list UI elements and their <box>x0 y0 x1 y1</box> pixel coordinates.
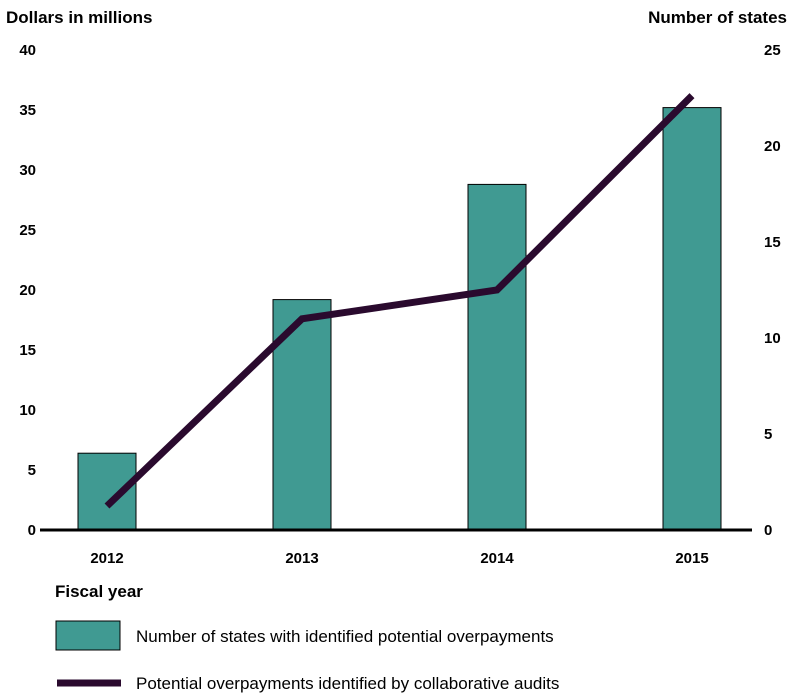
legend-bar-label: Number of states with identified potenti… <box>136 627 554 646</box>
left-tick-label: 10 <box>19 402 36 419</box>
left-tick-label: 5 <box>28 462 36 479</box>
left-axis-ticks: 0 5 10 15 20 25 30 35 40 <box>19 42 36 539</box>
left-tick-label: 25 <box>19 222 36 239</box>
left-tick-label: 15 <box>19 342 36 359</box>
x-tick-label-2013: 2013 <box>285 550 318 567</box>
right-axis-ticks: 0 5 10 15 20 25 <box>764 42 781 539</box>
right-tick-label: 0 <box>764 522 772 539</box>
right-tick-label: 5 <box>764 426 772 443</box>
left-axis-title: Dollars in millions <box>6 8 152 27</box>
right-axis-title: Number of states <box>648 8 787 27</box>
legend-bar-swatch <box>55 620 121 651</box>
left-tick-label: 20 <box>19 282 36 299</box>
bar-2014 <box>467 183 527 531</box>
legend-line-label: Potential overpayments identified by col… <box>136 674 559 693</box>
right-tick-label: 10 <box>764 330 781 347</box>
left-tick-label: 0 <box>28 522 36 539</box>
bar-2012 <box>77 452 137 531</box>
bar-2015 <box>662 107 722 531</box>
line-series <box>104 93 695 509</box>
x-axis-title: Fiscal year <box>55 582 143 601</box>
right-tick-label: 20 <box>764 138 781 155</box>
right-tick-label: 25 <box>764 42 781 59</box>
left-tick-label: 30 <box>19 162 36 179</box>
x-axis-ticks: 2012 2013 2014 2015 <box>90 550 708 567</box>
x-tick-label-2012: 2012 <box>90 550 123 567</box>
left-tick-label: 40 <box>19 42 36 59</box>
left-tick-label: 35 <box>19 102 36 119</box>
x-tick-label-2015: 2015 <box>675 550 708 567</box>
right-tick-label: 15 <box>764 234 781 251</box>
x-tick-label-2014: 2014 <box>480 550 514 567</box>
bar-series <box>77 107 722 531</box>
